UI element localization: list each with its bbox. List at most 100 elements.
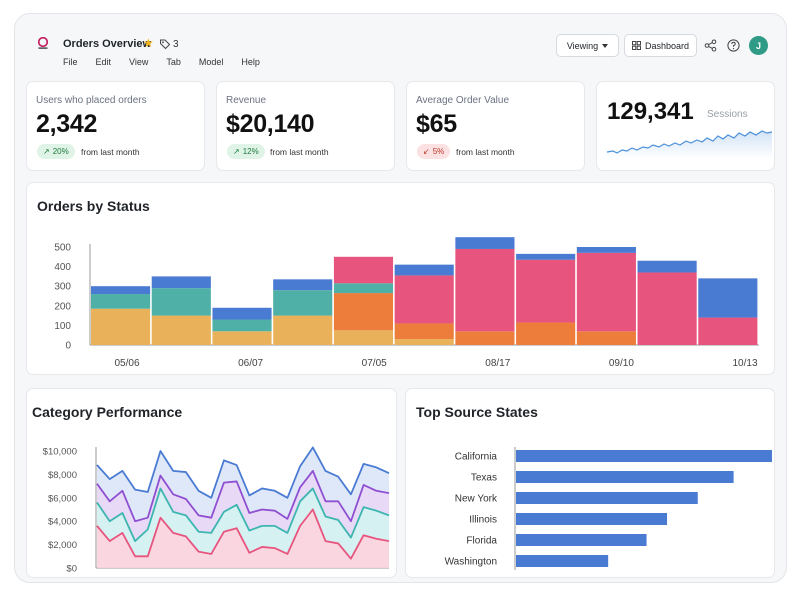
sessions-sparkline <box>607 130 772 158</box>
sparkline-line <box>607 130 772 154</box>
tag-icon[interactable] <box>159 38 171 50</box>
y-tick-label: $8,000 <box>48 470 77 481</box>
user-avatar[interactable]: J <box>749 36 768 55</box>
menu-edit[interactable]: Edit <box>95 57 112 67</box>
kpi-change: 20% <box>52 147 69 156</box>
category-performance-chart: $0 $2,000 $4,000 $6,000 $8,000 $10,000 <box>43 446 390 575</box>
stacked-bar-segment <box>698 317 758 345</box>
y-tick-label: 100 <box>54 321 71 332</box>
area-band <box>97 509 389 568</box>
app-window: Orders Overview ★ 3 File Edit View Tab M… <box>14 13 787 583</box>
stacked-bar-segment <box>273 290 333 316</box>
menu-tab[interactable]: Tab <box>166 57 181 67</box>
kpi-change: 12% <box>242 147 259 156</box>
y-tick-label: $4,000 <box>48 517 77 528</box>
kpi-change-badge: ↗ 20% <box>37 144 75 159</box>
stacked-bar-segment <box>455 331 515 345</box>
y-tick-label: 500 <box>54 243 71 254</box>
arrow-up-right-icon: ↗ <box>233 147 240 156</box>
favorite-star-icon[interactable]: ★ <box>143 36 154 50</box>
stacked-bar-segment <box>212 319 272 332</box>
dashboard-label: Dashboard <box>644 40 690 51</box>
stacked-bar-segment <box>333 256 394 284</box>
state-bar <box>516 450 772 462</box>
area-series-line <box>96 487 390 542</box>
stacked-bar-segment <box>212 331 272 345</box>
kpi-card-revenue: Revenue $20,140 ↗ 12% from last month <box>216 81 395 171</box>
state-bar <box>516 492 698 504</box>
x-tick-label: 07/05 <box>362 358 387 369</box>
y-tick-label: 200 <box>54 301 71 312</box>
y-tick-label: 0 <box>65 341 71 352</box>
stacked-bar-segment <box>576 247 636 253</box>
stacked-bar-segment <box>273 315 333 345</box>
sparkline-area <box>607 131 772 158</box>
orders-by-status-chart: 0 100 200 300 400 500 05/06 06/07 07/05 08/17 09/1… <box>54 237 759 369</box>
category-label: Florida <box>466 536 497 547</box>
stacked-bar-segment <box>637 272 697 345</box>
kpi-value: $20,140 <box>226 110 315 138</box>
menu-bar: File Edit View Tab Model Help <box>63 57 278 67</box>
menu-model[interactable]: Model <box>198 57 224 67</box>
stacked-bar-segment <box>394 264 454 276</box>
sessions-label: Sessions <box>707 109 748 120</box>
stacked-bar-segment <box>516 253 576 260</box>
help-icon[interactable] <box>727 39 740 52</box>
x-tick-label: 05/06 <box>114 358 139 369</box>
share-icon[interactable] <box>704 39 717 52</box>
dashboard-button[interactable]: Dashboard <box>624 34 697 57</box>
chart-title: Top Source States <box>416 404 538 420</box>
area-band <box>97 470 389 542</box>
x-tick-label: 06/07 <box>238 358 263 369</box>
menu-view[interactable]: View <box>129 57 149 67</box>
tag-count: 3 <box>173 39 179 50</box>
stacked-bar-segment <box>576 252 636 332</box>
kpi-label: Revenue <box>226 95 267 106</box>
chart-title: Orders by Status <box>37 198 150 214</box>
stacked-bar-segment <box>394 339 454 345</box>
stacked-bar-segment <box>576 331 636 345</box>
kpi-value: $65 <box>416 110 457 138</box>
area-series-line <box>96 446 390 499</box>
kpi-note: from last month <box>81 147 140 157</box>
state-bar <box>516 513 668 525</box>
viewing-label: Viewing <box>566 40 599 51</box>
x-tick-label: 09/10 <box>609 358 634 369</box>
stacked-bar-segment <box>455 248 515 332</box>
kpi-card-users: Users who placed orders 2,342 ↗ 20% from… <box>26 81 205 171</box>
menu-help[interactable]: Help <box>241 57 260 67</box>
category-performance-card: Category Performance $0 $2,000 $4,000 $6,00… <box>26 388 397 578</box>
stacked-bar-segment <box>394 275 454 324</box>
stacked-bar-segment <box>637 260 697 273</box>
y-tick-label: $10,000 <box>43 447 77 458</box>
category-label: Washington <box>445 557 497 568</box>
menu-file[interactable]: File <box>63 57 78 67</box>
top-bar: Orders Overview ★ 3 File Edit View Tab M… <box>15 14 786 80</box>
stacked-bar-segment <box>516 259 576 323</box>
stacked-bar-segment <box>333 330 394 345</box>
kpi-note: from last month <box>270 147 329 157</box>
top-source-states-card: Top Source States California Texas New Yor… <box>405 388 775 578</box>
x-tick-label: 10/13 <box>732 358 757 369</box>
category-label: Illinois <box>469 515 497 526</box>
kpi-label: Average Order Value <box>416 95 510 106</box>
stacked-bar-segment <box>91 286 151 295</box>
area-series-line <box>96 469 390 523</box>
top-source-states-chart: California Texas New York Illinois Florida Wa… <box>445 447 772 570</box>
viewing-dropdown-button[interactable]: Viewing <box>556 34 619 57</box>
state-bar <box>516 555 609 567</box>
sessions-value: 129,341 <box>607 98 694 125</box>
stacked-bar-segment <box>394 323 454 340</box>
y-tick-label: $0 <box>66 564 77 575</box>
chart-title: Category Performance <box>32 404 183 420</box>
area-series-line <box>96 508 390 560</box>
kpi-change-badge: ↙ 5% <box>417 144 451 159</box>
arrow-up-right-icon: ↗ <box>43 147 50 156</box>
state-bar <box>516 534 647 546</box>
stacked-bar-segment <box>516 322 576 345</box>
stacked-bar-segment <box>698 278 758 318</box>
page-title: Orders Overview <box>63 38 152 50</box>
kpi-card-aov: Average Order Value $65 ↙ 5% from last m… <box>406 81 585 171</box>
orders-by-status-card: Orders by Status 0 100 200 300 400 500 05/06 06… <box>26 182 775 375</box>
caret-down-icon <box>602 43 609 48</box>
